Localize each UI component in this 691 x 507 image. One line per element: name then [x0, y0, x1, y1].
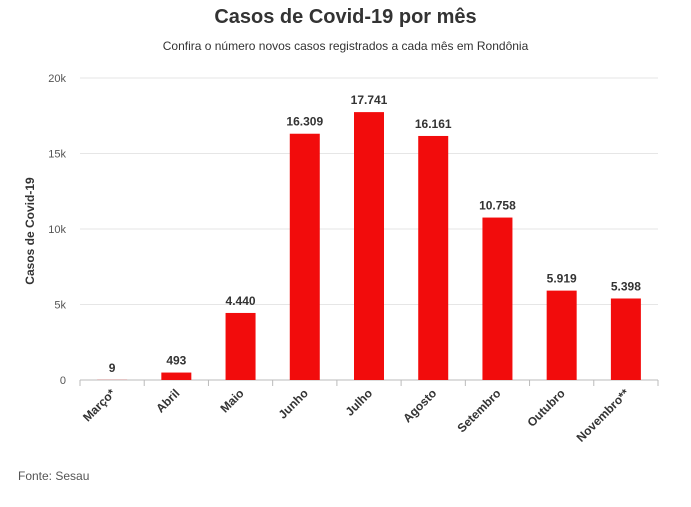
- data-label: 5.919: [547, 272, 577, 286]
- data-label: 5.398: [611, 279, 641, 293]
- x-tick-label: Setembro: [455, 386, 504, 435]
- y-tick-label: 20k: [48, 73, 66, 85]
- x-tick-label: Junho: [276, 386, 311, 421]
- bar: [161, 372, 192, 380]
- chart-subtitle: Confira o número novos casos registrados…: [162, 39, 529, 53]
- data-label: 16.309: [286, 115, 323, 129]
- y-tick-label: 10k: [48, 224, 66, 236]
- x-tick-label: Maio: [217, 386, 246, 415]
- bar: [482, 217, 513, 380]
- y-tick-label: 15k: [48, 149, 66, 161]
- data-label: 17.741: [351, 93, 388, 107]
- bar: [354, 112, 384, 380]
- x-tick-label: Novembro**: [574, 386, 633, 445]
- chart-title: Casos de Covid-19 por mês: [214, 6, 477, 28]
- data-label: 4.440: [226, 294, 256, 308]
- bar: [610, 298, 641, 380]
- x-tick-label: Abril: [153, 386, 182, 415]
- x-tick-label: Março*: [80, 386, 118, 424]
- bar: [546, 290, 577, 380]
- bar: [418, 135, 449, 380]
- data-label: 9: [109, 361, 116, 375]
- bar: [289, 133, 320, 380]
- y-tick-label: 0: [60, 375, 66, 387]
- data-label: 16.161: [415, 117, 452, 131]
- y-axis-title: Casos de Covid-19: [23, 177, 37, 285]
- x-tick-label: Outubro: [524, 386, 567, 429]
- x-tick-label: Agosto: [400, 386, 439, 425]
- data-label: 10.758: [479, 199, 516, 213]
- y-tick-label: 5k: [54, 300, 66, 312]
- x-tick-label: Julho: [343, 386, 376, 419]
- data-label: 493: [166, 354, 186, 368]
- bar-chart: 0 5k 10k 15k 20k Casos de Covid-19 9 Março* 493 A…: [23, 73, 659, 445]
- source-note: Fonte: Sesau: [18, 469, 90, 483]
- bar: [225, 312, 256, 380]
